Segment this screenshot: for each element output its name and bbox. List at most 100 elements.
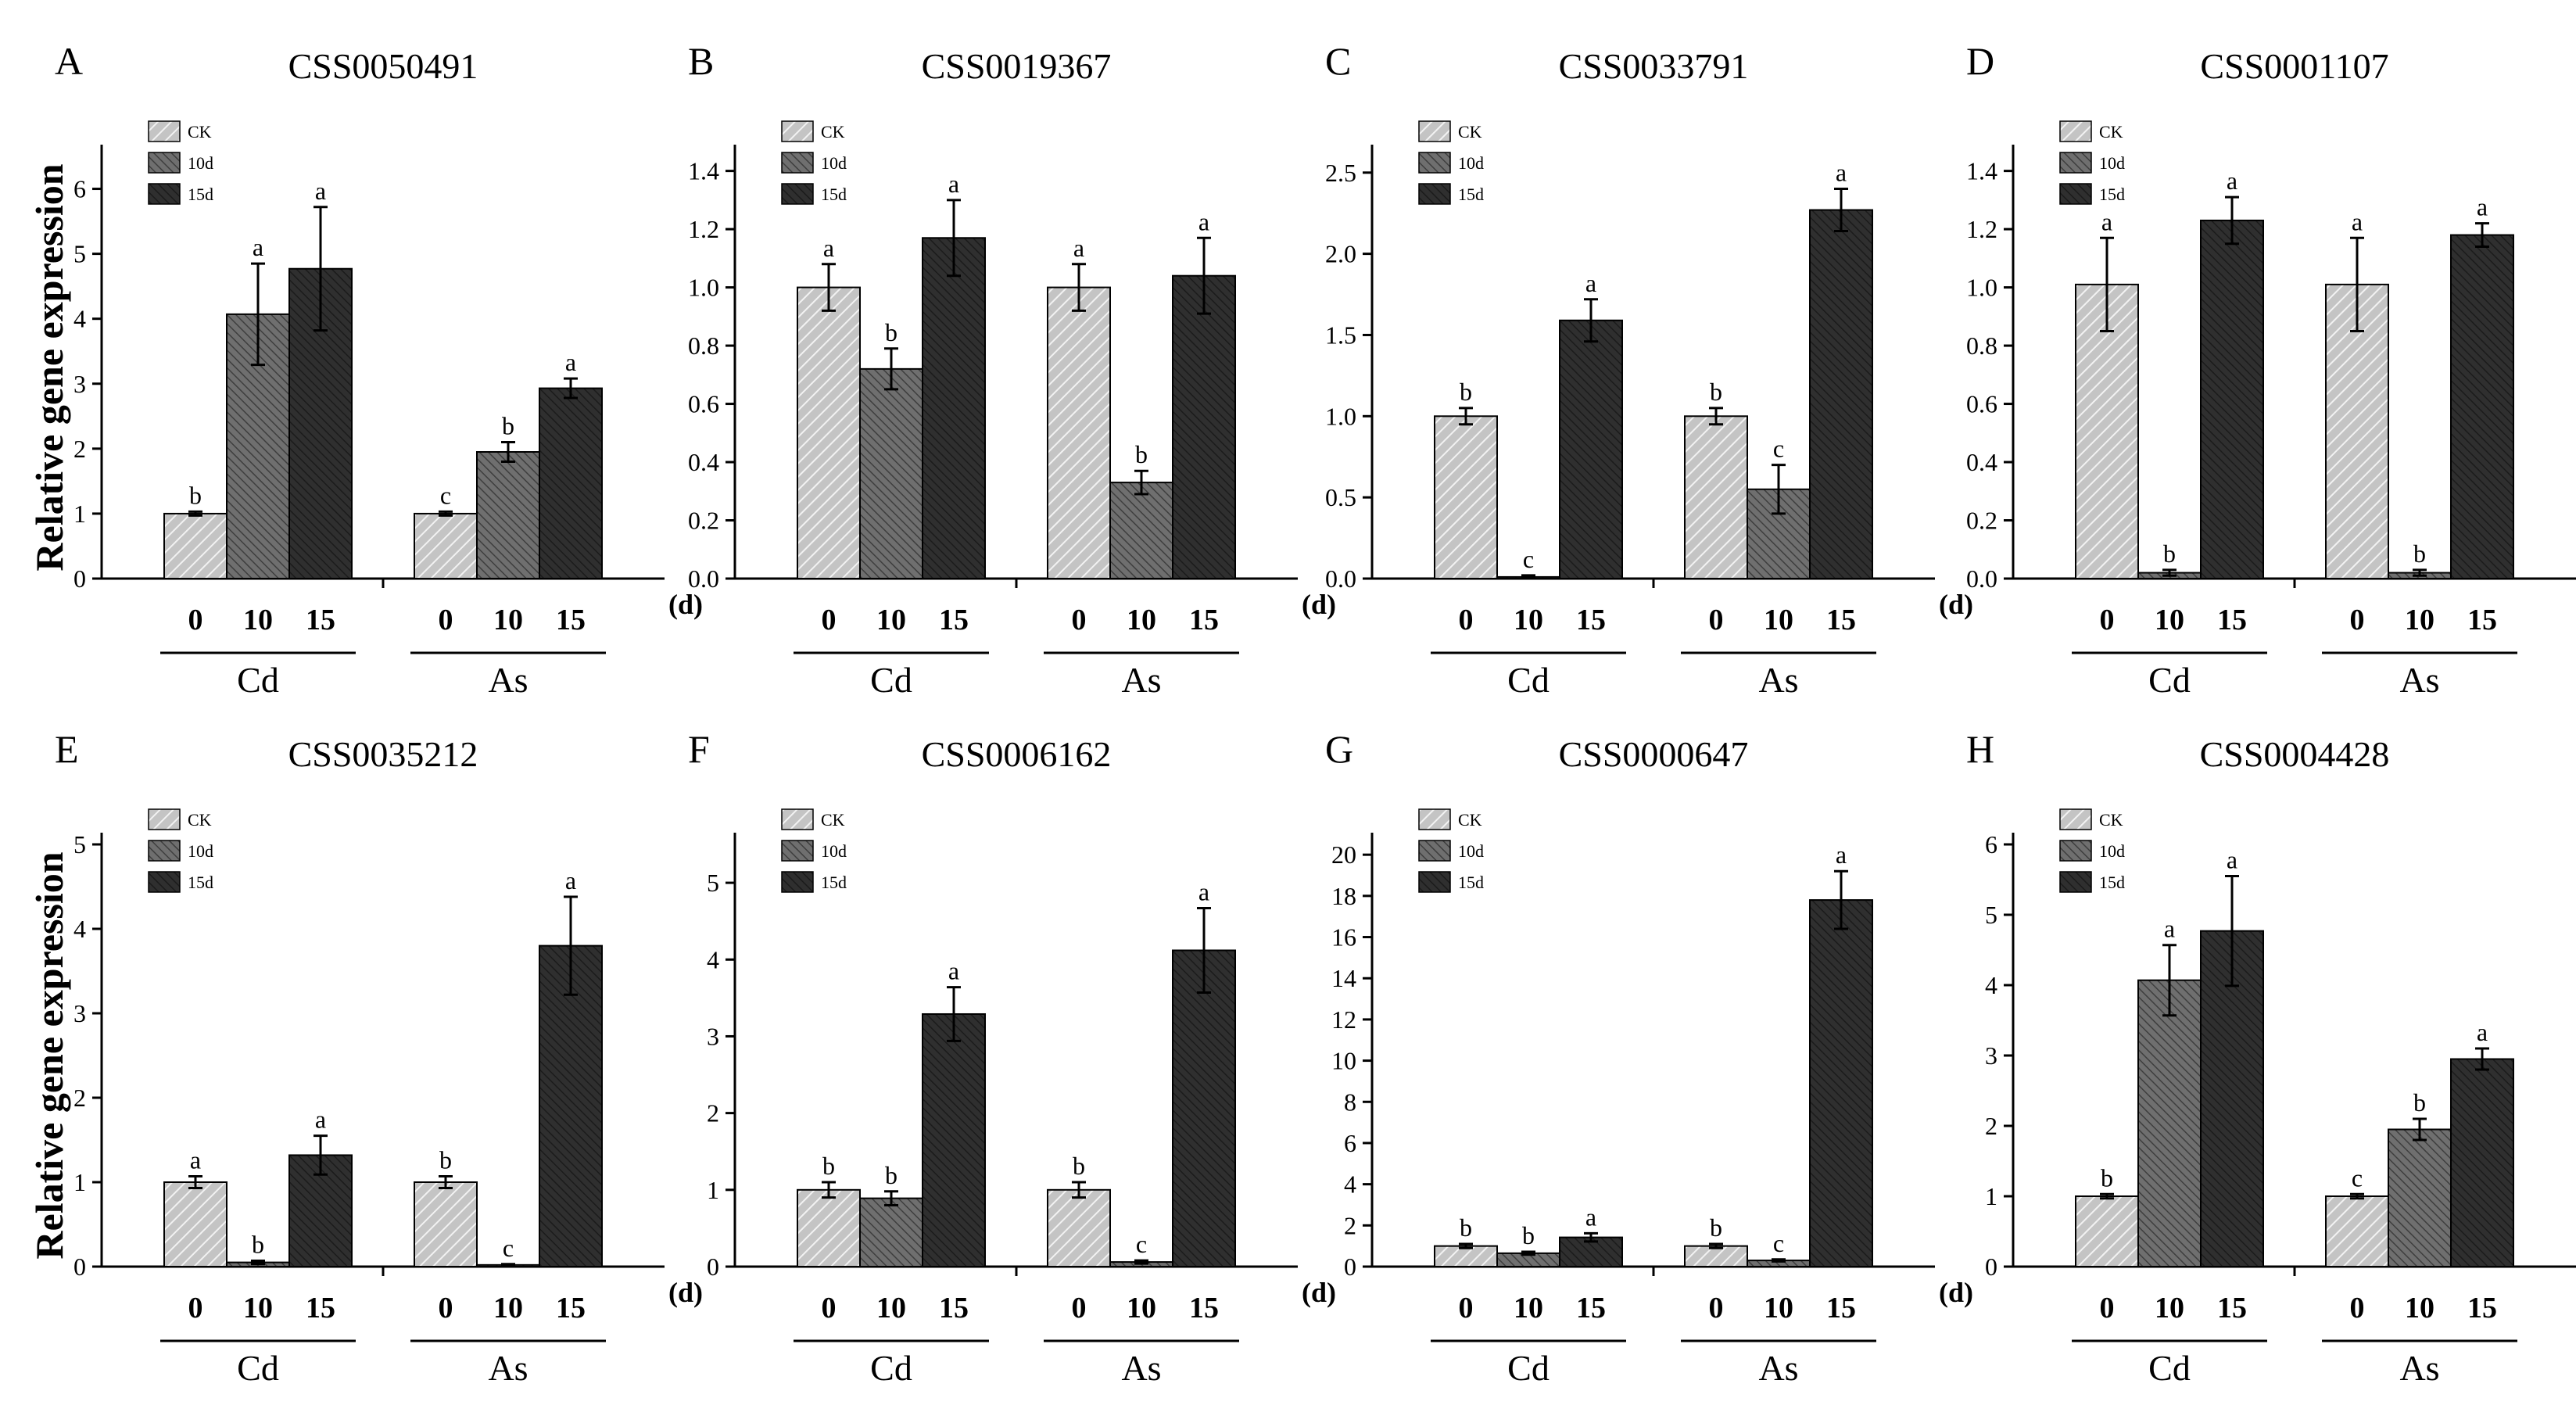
y-tick-label: 0.0: [1325, 565, 1356, 593]
y-tick-label: 4: [1344, 1170, 1356, 1199]
legend-swatch-10d: [148, 840, 181, 862]
x-tick-label: 15: [1826, 1292, 1856, 1324]
y-tick-label: 1.4: [688, 157, 719, 185]
panel-b: B CSS0019367 0.0 0.2 0.4 0.6 0.8 1.0 1.2 1.4 CK 10d…: [688, 39, 1336, 700]
y-tick-label: 3: [707, 1022, 719, 1050]
x-tick-label: 10: [2155, 1292, 2184, 1324]
y-tick-label: 0.4: [688, 448, 719, 476]
panel-h: H CSS0004428 0 1 2 3 4 5 6 CK 10d 15d b 0 a 10 a 15 Cd c 0 b 1…: [1966, 727, 2576, 1388]
y-tick-label: 0.0: [688, 565, 719, 593]
x-unit-label: (d): [668, 1277, 703, 1308]
legend-label: 10d: [821, 841, 847, 861]
significance-letter: a: [2477, 193, 2488, 221]
y-tick-label: 6: [1985, 830, 1997, 858]
y-tick-label: 4: [1985, 971, 1997, 999]
y-tick-label: 3: [1985, 1041, 1997, 1070]
x-tick-label: 0: [822, 1292, 837, 1324]
group-label: As: [488, 1348, 528, 1388]
y-tick-label: 0.2: [688, 507, 719, 535]
y-tick-label: 2: [73, 435, 86, 463]
x-tick-label: 0: [1459, 604, 1474, 636]
x-tick-label: 10: [2155, 604, 2184, 636]
panel-title: CSS0035212: [288, 734, 478, 774]
bar-15d: [922, 237, 986, 579]
bar-ck: [1047, 286, 1111, 579]
bar-ck: [1684, 1245, 1748, 1268]
y-tick-label: 8: [1344, 1088, 1356, 1116]
x-tick-label: 0: [2350, 1292, 2365, 1324]
bar-ck: [1684, 415, 1748, 579]
y-tick-label: 16: [1331, 923, 1356, 952]
significance-letter: c: [503, 1234, 514, 1262]
y-tick-label: 20: [1331, 840, 1356, 869]
group-label: As: [1758, 660, 1798, 700]
x-tick-label: 15: [2217, 1292, 2247, 1324]
significance-letter: b: [885, 318, 897, 346]
bar-15d: [922, 1013, 986, 1267]
group-label: As: [488, 660, 528, 700]
significance-letter: b: [502, 412, 514, 440]
bar-ck: [797, 1188, 861, 1268]
x-tick-label: 15: [556, 1292, 586, 1324]
x-unit-label: (d): [668, 589, 703, 620]
legend-swatch-10d: [781, 152, 814, 174]
x-tick-label: 15: [306, 1292, 335, 1324]
significance-letter: b: [1710, 378, 1722, 406]
legend-swatch-ck: [781, 120, 814, 142]
legend-swatch-ck: [148, 808, 181, 830]
legend-swatch-15d: [1418, 183, 1451, 205]
group-label: Cd: [2148, 660, 2191, 700]
significance-letter: a: [1198, 877, 1209, 905]
y-tick-label: 2: [707, 1099, 719, 1127]
legend-label: 10d: [1458, 841, 1484, 861]
significance-letter: b: [2413, 1088, 2426, 1116]
significance-letter: b: [189, 481, 202, 509]
x-tick-label: 10: [2405, 1292, 2434, 1324]
x-tick-label: 10: [876, 1292, 906, 1324]
group-label: Cd: [870, 1348, 912, 1388]
y-tick-label: 6: [73, 175, 86, 203]
significance-letter: a: [1836, 159, 1847, 187]
legend-label: CK: [2099, 810, 2123, 830]
y-tick-label: 1: [707, 1176, 719, 1204]
x-tick-label: 15: [939, 604, 969, 636]
group-label: As: [1121, 660, 1161, 700]
panel-title: CSS0001107: [2200, 46, 2388, 86]
bar-15d: [2450, 234, 2514, 579]
significance-letter: b: [1073, 1152, 1085, 1180]
y-tick-label: 2: [1344, 1211, 1356, 1239]
legend-label: 10d: [188, 841, 213, 861]
y-tick-label: 6: [1344, 1129, 1356, 1157]
bar-10d: [476, 451, 540, 579]
y-tick-label: 1.2: [688, 215, 719, 243]
bar-ck: [1047, 1188, 1111, 1268]
x-tick-label: 0: [1709, 604, 1724, 636]
legend-label: CK: [188, 810, 212, 830]
y-tick-label: 4: [73, 305, 86, 333]
bar-10d: [859, 367, 923, 579]
significance-letter: c: [440, 481, 451, 509]
group-label: As: [1758, 1348, 1798, 1388]
x-tick-label: 15: [306, 604, 335, 636]
significance-letter: a: [1198, 207, 1209, 235]
panel-letter: F: [688, 727, 710, 771]
y-tick-label: 5: [73, 240, 86, 268]
x-tick-label: 0: [439, 1292, 453, 1324]
panel-e: E CSS0035212 0 1 2 3 4 5 CK 10d 15d a 0 b 10 a 15 Cd b 0 c 10…: [27, 727, 703, 1388]
panel-letter: B: [688, 39, 714, 83]
panel-letter: C: [1325, 39, 1351, 83]
x-tick-label: 15: [2467, 604, 2497, 636]
panel-title: CSS0019367: [922, 46, 1112, 86]
significance-letter: a: [190, 1145, 201, 1174]
y-tick-label: 0: [1985, 1253, 1997, 1281]
legend-swatch-15d: [148, 183, 181, 205]
significance-letter: c: [1773, 1229, 1784, 1257]
y-tick-label: 4: [707, 945, 719, 973]
legend-label: 15d: [1458, 185, 1484, 204]
y-tick-label: 1: [73, 500, 86, 528]
legend-label: CK: [821, 810, 845, 830]
legend-label: 15d: [2099, 185, 2125, 204]
significance-letter: b: [885, 1161, 897, 1189]
bar-10d: [1109, 482, 1173, 580]
legend-label: 15d: [188, 185, 213, 204]
